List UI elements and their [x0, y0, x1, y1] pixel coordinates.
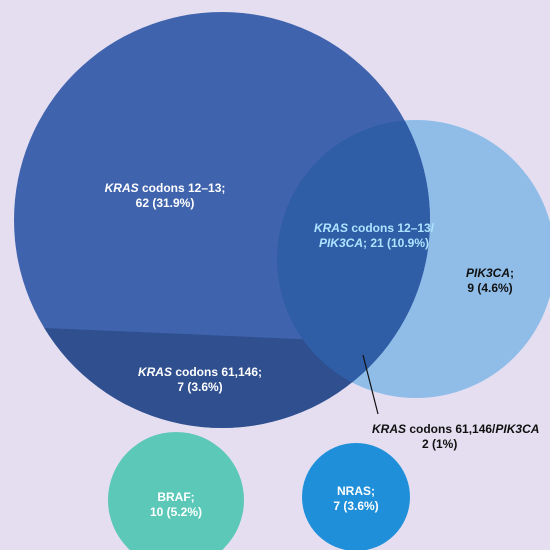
pik3ca-label: PIK3CA; 9 (4.6%)	[465, 266, 514, 295]
overlap-61-146-pik3ca-label: KRAS codons 61,146/PIK3CA 2 (1%)	[372, 422, 540, 451]
kras-12-13-label: KRAS codons 12–13; 62 (31.9%)	[104, 181, 226, 210]
nras-circle	[302, 443, 410, 550]
kras-61-146-label: KRAS codons 61,146; 7 (3.6%)	[137, 365, 263, 394]
braf-circle	[108, 432, 244, 550]
leader-line	[362, 354, 379, 415]
overlap-12-13-pik3ca-label: KRAS codons 12–13/ PIK3CA; 21 (10.9%)	[313, 221, 435, 250]
nras-label: NRAS; 7 (3.6%)	[333, 484, 379, 513]
overlap-region	[277, 120, 430, 398]
braf-label: BRAF; 10 (5.2%)	[149, 490, 203, 519]
